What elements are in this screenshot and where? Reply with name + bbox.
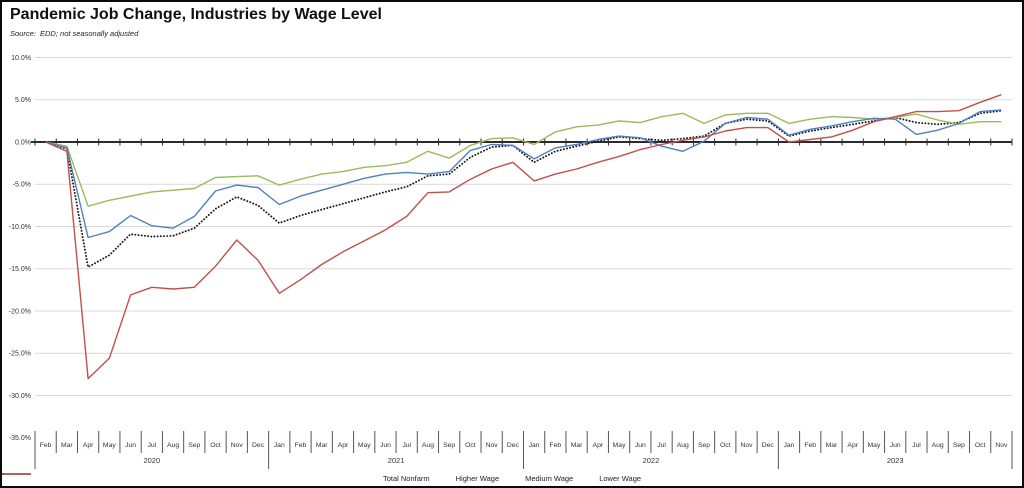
y-tick-label: 10.0% bbox=[11, 55, 31, 62]
legend-swatch bbox=[3, 473, 31, 475]
legend-label: Lower Wage bbox=[599, 473, 642, 483]
y-tick-label: -25.0% bbox=[9, 351, 31, 358]
chart-title: Pandemic Job Change, Industries by Wage … bbox=[10, 6, 382, 23]
legend-item-higher-wage: Higher Wage bbox=[3, 473, 500, 483]
x-tick-label: Jan bbox=[529, 442, 540, 449]
x-tick-label: Feb bbox=[804, 442, 816, 449]
x-tick-label: Aug bbox=[677, 442, 689, 449]
x-tick-label: Jun bbox=[635, 442, 646, 449]
chart-source-note: Source: EDD; not seasonally adjusted bbox=[10, 29, 139, 38]
x-tick-label: Nov bbox=[995, 442, 1008, 449]
x-tick-label: Dec bbox=[252, 442, 265, 449]
y-tick-label: -5.0% bbox=[13, 182, 31, 189]
x-tick-label: Aug bbox=[932, 442, 944, 449]
x-tick-label: Oct bbox=[465, 442, 476, 449]
x-tick-label: May bbox=[868, 442, 881, 449]
x-tick-label: Jan bbox=[274, 442, 285, 449]
x-tick-label: Feb bbox=[40, 442, 52, 449]
legend-label: Higher Wage bbox=[455, 473, 500, 483]
x-tick-label: Aug bbox=[422, 442, 434, 449]
legend-item-lower-wage: Lower Wage bbox=[3, 473, 642, 483]
x-tick-label: Feb bbox=[295, 442, 307, 449]
x-tick-label: Dec bbox=[507, 442, 520, 449]
year-label: 2023 bbox=[887, 456, 904, 465]
x-tick-label: Feb bbox=[549, 442, 561, 449]
x-tick-label: Nov bbox=[231, 442, 244, 449]
x-tick-label: Jan bbox=[784, 442, 795, 449]
chart-legend: Total Nonfarm Higher Wage Medium Wage Lower… bbox=[2, 470, 1022, 486]
x-tick-label: Mar bbox=[61, 442, 73, 449]
y-tick-label: 0.0% bbox=[15, 139, 31, 146]
x-tick-label: Oct bbox=[210, 442, 221, 449]
y-tick-label: -10.0% bbox=[9, 224, 31, 231]
x-tick-label: Jun bbox=[380, 442, 391, 449]
x-tick-label: Oct bbox=[975, 442, 986, 449]
x-tick-label: Apr bbox=[83, 442, 94, 449]
y-tick-label: -35.0% bbox=[9, 435, 31, 442]
series-line-higher-wage bbox=[45, 112, 1002, 207]
x-tick-label: Jul bbox=[912, 442, 921, 449]
year-label: 2022 bbox=[643, 456, 660, 465]
x-tick-label: Sep bbox=[188, 442, 200, 449]
x-tick-label: May bbox=[103, 442, 116, 449]
x-tick-label: Apr bbox=[593, 442, 604, 449]
legend-label: Total Nonfarm bbox=[382, 473, 430, 483]
x-tick-label: Oct bbox=[720, 442, 731, 449]
series-line-medium-wage bbox=[45, 109, 1002, 239]
x-tick-label: Dec bbox=[762, 442, 775, 449]
x-tick-label: Apr bbox=[847, 442, 858, 449]
x-tick-label: Sep bbox=[443, 442, 455, 449]
x-tick-label: Sep bbox=[698, 442, 710, 449]
x-tick-label: Sep bbox=[953, 442, 965, 449]
x-tick-label: Mar bbox=[316, 442, 328, 449]
x-tick-label: Jul bbox=[657, 442, 666, 449]
year-label: 2021 bbox=[388, 456, 405, 465]
x-tick-label: Mar bbox=[571, 442, 583, 449]
legend-item-medium-wage: Medium Wage bbox=[3, 473, 574, 483]
y-tick-label: -30.0% bbox=[9, 393, 31, 400]
series-line-lower-wage bbox=[45, 94, 1002, 380]
x-tick-label: Mar bbox=[826, 442, 838, 449]
x-tick-label: May bbox=[358, 442, 371, 449]
y-tick-label: -15.0% bbox=[9, 266, 31, 273]
x-tick-label: Jun bbox=[125, 442, 136, 449]
x-tick-label: Jun bbox=[890, 442, 901, 449]
x-tick-label: Apr bbox=[338, 442, 349, 449]
y-tick-label: -20.0% bbox=[9, 308, 31, 315]
y-tick-label: 5.0% bbox=[15, 97, 31, 104]
x-tick-label: May bbox=[613, 442, 626, 449]
x-tick-label: Jul bbox=[147, 442, 156, 449]
x-tick-label: Nov bbox=[740, 442, 753, 449]
year-label: 2020 bbox=[143, 456, 160, 465]
x-tick-label: Aug bbox=[167, 442, 179, 449]
x-tick-label: Jul bbox=[402, 442, 411, 449]
x-tick-label: Nov bbox=[486, 442, 499, 449]
legend-item-total-nonfarm: Total Nonfarm bbox=[2, 473, 430, 483]
legend-label: Medium Wage bbox=[525, 473, 574, 483]
